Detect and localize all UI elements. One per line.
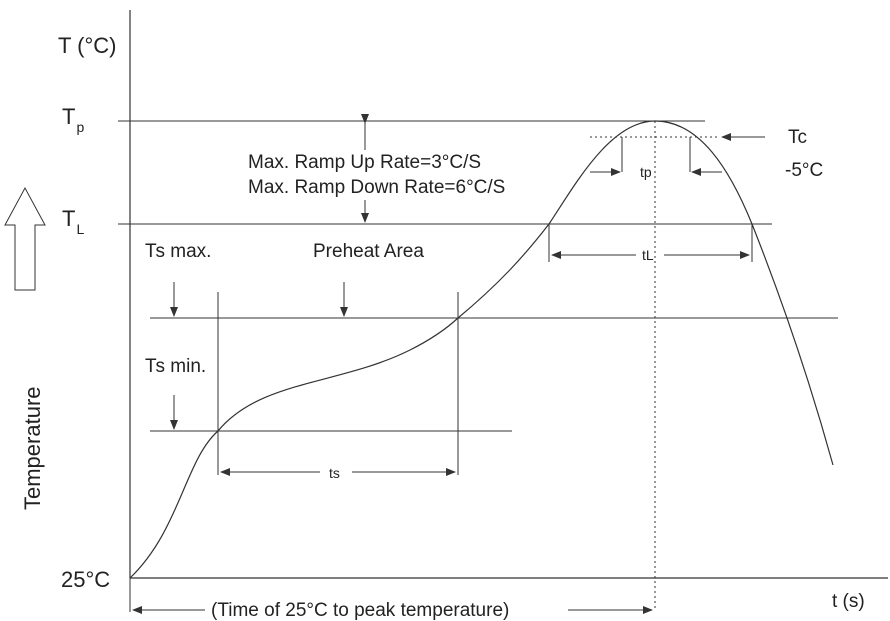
tp-interval-label: tp	[640, 164, 652, 180]
ts-interval-label: ts	[329, 465, 340, 481]
tc-label: Tc	[788, 127, 807, 148]
tl-interval-label: tL	[642, 247, 654, 263]
tc-offset-label: -5°C	[785, 160, 823, 181]
y-axis-label: T (°C)	[58, 33, 117, 58]
side-temperature-label: Temperature	[20, 386, 45, 510]
x-axis-label: t (s)	[832, 591, 865, 612]
temperature-up-arrow-icon	[4, 186, 46, 291]
ramp-down-rate-label: Max. Ramp Down Rate=6°C/S	[248, 177, 505, 198]
origin-label: 25°C	[61, 567, 110, 592]
total-time-label: (Time of 25°C to peak temperature)	[211, 600, 509, 621]
ts-min-label: Ts min.	[145, 356, 206, 377]
tp-level-label: Tp	[62, 104, 84, 135]
preheat-area-label: Preheat Area	[313, 241, 424, 262]
ramp-up-rate-label: Max. Ramp Up Rate=3°C/S	[248, 152, 481, 173]
ts-max-label: Ts max.	[145, 241, 211, 262]
ramp-rate-label-bg	[246, 150, 551, 200]
tl-level-label: TL	[62, 206, 84, 237]
